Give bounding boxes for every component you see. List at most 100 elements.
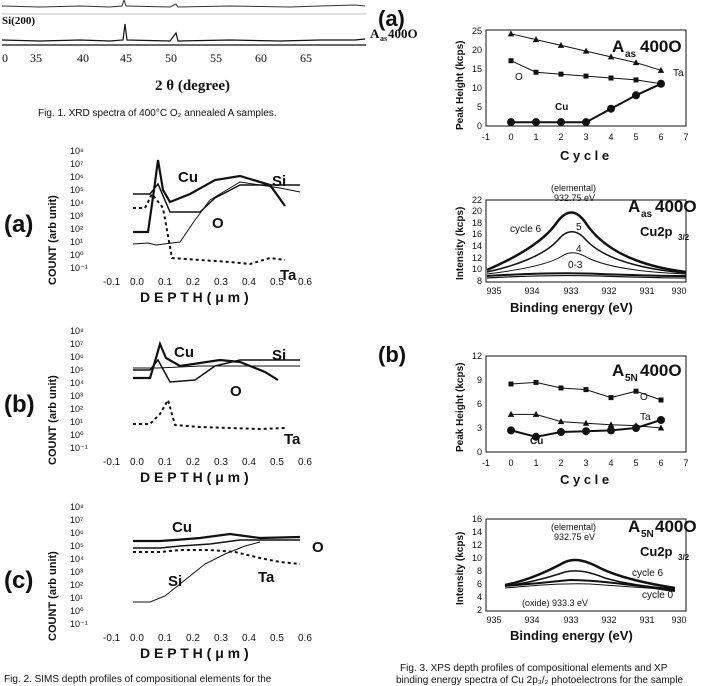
svg-text:55: 55 (210, 51, 222, 65)
data-point-cu (532, 118, 540, 127)
peak-x-axis-label: C y c l e (560, 148, 609, 163)
data-point-ta (607, 421, 615, 428)
svg-text:10¹: 10¹ (70, 593, 83, 603)
peak-marks-a (507, 30, 665, 127)
svg-text:10⁰: 10⁰ (70, 606, 84, 616)
svg-text:0.1: 0.1 (158, 633, 172, 644)
svg-text:0.5: 0.5 (270, 277, 284, 288)
svg-text:-0.1: -0.1 (103, 457, 121, 468)
sims-y-ticks: 10⁸ 10⁷ 10⁶ 10⁵ 10⁴ 10³ 10² 10¹ 10⁰ 10⁻¹ (70, 502, 88, 629)
fig3-panel-a-tag: (a) (378, 6, 405, 31)
svg-text:932: 932 (601, 286, 616, 296)
svg-text:400O: 400O (655, 197, 697, 216)
xps-elemental-label: (elemental) (551, 183, 596, 193)
svg-text:0.4: 0.4 (242, 277, 256, 288)
data-point-cu (532, 432, 540, 441)
peak-chart-a: Peak Height (kcps) 0 5 10 15 20 25 -1 0 … (455, 26, 689, 163)
sims-curve-cu (133, 159, 286, 234)
svg-text:16: 16 (472, 229, 482, 239)
peak-y-ticks: 0 5 10 15 20 25 (472, 26, 482, 131)
svg-text:0.6: 0.6 (298, 277, 312, 288)
svg-text:0.5: 0.5 (270, 633, 284, 644)
sims-label-si: Si (272, 173, 286, 190)
svg-text:0.3: 0.3 (214, 633, 228, 644)
data-point-cu (557, 428, 565, 436)
svg-text:3: 3 (477, 423, 482, 433)
svg-text:934: 934 (524, 615, 539, 625)
svg-text:933: 933 (563, 286, 578, 296)
data-point-cu (632, 91, 640, 100)
svg-text:22: 22 (472, 195, 482, 205)
sims-panel-c: (c) COUNT (arb unit) 10⁸ 10⁷ 10⁶ 10⁵ 10⁴… (4, 502, 324, 661)
data-point-ta (607, 53, 615, 60)
svg-text:5: 5 (633, 132, 638, 142)
svg-text:14: 14 (472, 241, 482, 251)
svg-text:400O: 400O (655, 517, 697, 536)
data-point-o (633, 388, 639, 394)
svg-text:12: 12 (472, 540, 482, 550)
xrd-trace-top (1, 0, 366, 8)
xps-oxide-label: (oxide) 933.3 eV (522, 598, 588, 608)
data-point-ta (582, 47, 590, 54)
sims-curve-ta (133, 192, 286, 266)
svg-text:35: 35 (30, 51, 42, 65)
sims-curve-o (133, 358, 300, 383)
data-point-cu (657, 79, 665, 88)
svg-text:10¹: 10¹ (70, 417, 83, 427)
svg-text:4: 4 (608, 458, 613, 468)
svg-text:3: 3 (583, 458, 588, 468)
xps-x-ticks: 935 934 933 932 931 930 (486, 615, 686, 625)
sims-curve-si (133, 541, 261, 603)
xrd-x-ticks: 0 35 40 45 50 55 60 65 (2, 51, 312, 65)
xps-plot-frame (485, 518, 687, 612)
series-label-o: O (640, 392, 648, 403)
svg-text:930: 930 (671, 286, 686, 296)
fig1-xrd: Si(200) A as 400O 0 35 40 45 50 55 60 65… (1, 0, 418, 119)
svg-text:10⁰: 10⁰ (70, 430, 84, 440)
svg-text:-0.1: -0.1 (103, 277, 121, 288)
svg-text:6: 6 (658, 132, 663, 142)
svg-text:0.1: 0.1 (158, 457, 172, 468)
fig2-caption: Fig. 2. SIMS depth profiles of compositi… (4, 674, 272, 685)
svg-text:10³: 10³ (70, 567, 83, 577)
svg-text:0: 0 (508, 458, 513, 468)
xps-x-axis-label: Binding energy (eV) (510, 300, 633, 315)
svg-text:930: 930 (671, 615, 686, 625)
sims-curve-ta (133, 397, 286, 431)
peak-sample-title: A 5N 400O (612, 361, 682, 384)
svg-text:10¹: 10¹ (70, 237, 83, 247)
svg-text:931: 931 (639, 615, 654, 625)
svg-text:10⁷: 10⁷ (70, 339, 83, 349)
svg-text:10⁸: 10⁸ (70, 146, 84, 156)
svg-text:400O: 400O (388, 26, 418, 41)
svg-text:12: 12 (472, 253, 482, 263)
svg-text:400O: 400O (640, 37, 682, 56)
xps-x-axis-label: Binding energy (eV) (510, 628, 633, 643)
data-point-o (508, 381, 514, 387)
sims-label-cu: Cu (174, 344, 194, 361)
svg-text:6: 6 (658, 458, 663, 468)
data-point-ta (632, 59, 640, 66)
svg-text:10⁴: 10⁴ (70, 378, 84, 388)
svg-text:10⁻¹: 10⁻¹ (70, 619, 88, 629)
fig3-caption-line1: Fig. 3. XPS depth profiles of compositio… (400, 663, 668, 674)
xps-y-axis-label: Intensity (kcps) (455, 532, 466, 605)
data-point-o (558, 71, 564, 77)
svg-text:A: A (370, 26, 380, 41)
svg-text:10⁻¹: 10⁻¹ (70, 443, 88, 453)
xps-cycle5-label: 5 (576, 222, 582, 233)
xps-plot-frame (485, 199, 687, 283)
svg-text:10⁵: 10⁵ (70, 365, 84, 375)
svg-text:932: 932 (601, 615, 616, 625)
svg-text:0.4: 0.4 (242, 457, 256, 468)
series-label-ta: Ta (673, 68, 684, 79)
series-line-cu (511, 82, 662, 124)
svg-text:10²: 10² (70, 224, 83, 234)
sims-panel-tag: (b) (4, 391, 35, 418)
sims-x-ticks: -0.1 0.0 0.1 0.2 0.3 0.4 0.5 0.6 (103, 277, 312, 288)
data-point-o (633, 77, 639, 83)
svg-text:5N: 5N (641, 529, 654, 540)
sims-y-axis-label: COUNT (arb unit) (47, 551, 59, 641)
svg-text:400O: 400O (640, 361, 682, 380)
sims-y-ticks: 10⁸ 10⁷ 10⁶ 10⁵ 10⁴ 10³ 10² 10¹ 10⁰ 10⁻¹ (70, 326, 88, 453)
